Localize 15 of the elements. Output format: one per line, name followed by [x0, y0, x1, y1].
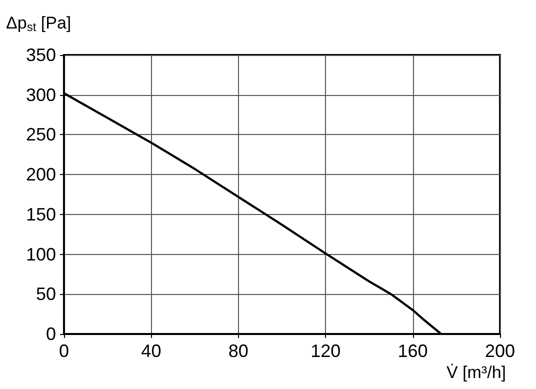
y-tick-label: 150	[26, 204, 56, 224]
x-tick-label: 0	[58, 341, 70, 361]
y-tick-label: 300	[26, 84, 56, 105]
y-tick-label: 0	[46, 324, 56, 344]
y-tick-label: 200	[26, 164, 56, 185]
y-tick-label: 50	[36, 284, 56, 304]
x-tick-label: 160	[398, 341, 428, 361]
x-axis-title: V̇ [m³/h]	[446, 363, 506, 382]
y-tick-label: 100	[26, 244, 56, 264]
x-tick-label: 40	[141, 341, 162, 361]
x-tick-label: 120	[310, 341, 341, 361]
y-tick-label: 250	[26, 124, 56, 145]
x-tick-label: 80	[228, 341, 248, 361]
x-tick-label: 200	[484, 341, 516, 361]
y-tick-label: 350	[26, 45, 56, 65]
